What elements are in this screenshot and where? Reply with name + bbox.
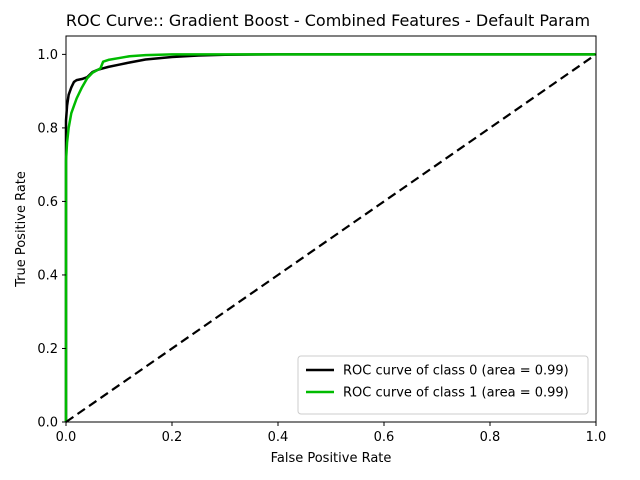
y-tick-label: 0.2 <box>37 342 58 357</box>
x-tick-label: 0.8 <box>480 430 501 445</box>
y-tick-label: 0.0 <box>37 416 58 431</box>
y-axis-title: True Positive Rate <box>14 171 29 288</box>
legend: ROC curve of class 0 (area = 0.99) ROC cu… <box>297 355 589 415</box>
series-line-1 <box>64 53 596 422</box>
y-tick-label: 0.6 <box>37 195 58 210</box>
x-axis-title: False Positive Rate <box>271 451 392 466</box>
axis-ticks: 0.0 0.2 0.4 0.6 0.8 1.0 0.0 0.2 0.4 0.6 0.8 1.0 <box>37 48 606 445</box>
x-tick-label: 1.0 <box>586 430 607 445</box>
legend-label: ROC curve of class 0 (area = 0.99) <box>343 364 569 379</box>
y-tick-label: 0.4 <box>37 268 58 283</box>
chart-title: ROC Curve:: Gradient Boost - Combined Fe… <box>66 11 590 30</box>
plot-area <box>64 35 597 423</box>
y-tick-label: 0.8 <box>37 121 58 136</box>
legend-label: ROC curve of class 1 (area = 0.99) <box>343 386 569 401</box>
x-tick-label: 0.2 <box>162 430 183 445</box>
x-tick-label: 0.0 <box>56 430 77 445</box>
x-tick-label: 0.6 <box>374 430 395 445</box>
legend-box <box>297 355 589 415</box>
chance-diagonal-line <box>65 53 597 423</box>
y-tick-label: 1.0 <box>37 48 58 63</box>
x-tick-label: 0.4 <box>268 430 289 445</box>
